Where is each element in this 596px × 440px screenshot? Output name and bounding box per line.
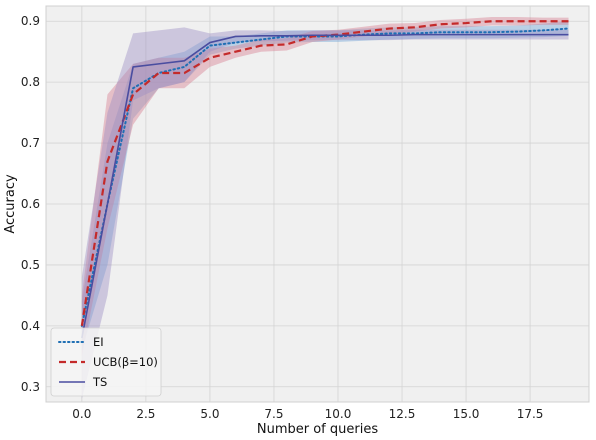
grid [46, 6, 589, 402]
legend-label: EI [93, 335, 104, 349]
y-tick-label: 0.4 [21, 319, 40, 333]
series-lines [80, 20, 570, 339]
x-tick-label: 2.5 [136, 407, 155, 421]
legend-label: UCB(β=10) [93, 355, 158, 369]
legend-box [50, 327, 162, 397]
confidence-band-series-2 [81, 27, 569, 399]
x-tick-label: 12.5 [389, 407, 416, 421]
y-tick-label: 0.6 [21, 197, 40, 211]
y-tick-label: 0.7 [21, 136, 40, 150]
legend: EI UCB(β=10) TS [50, 327, 162, 397]
x-axis-title: Number of queries [257, 422, 378, 437]
x-tick-label: 10.0 [325, 407, 352, 421]
x-tick-label: 17.5 [517, 407, 544, 421]
series-line-2 [81, 33, 569, 339]
y-tick-label: 0.8 [21, 75, 40, 89]
x-tick-label: 7.5 [264, 407, 283, 421]
y-tick-label: 0.3 [21, 380, 40, 394]
x-tick-label: 0.0 [72, 407, 91, 421]
x-tick-label: 5.0 [200, 407, 219, 421]
y-axis-title: Accuracy [3, 174, 18, 234]
y-tick-label: 0.9 [21, 14, 40, 28]
x-tick-label: 15.0 [453, 407, 480, 421]
legend-label: TS [92, 375, 107, 389]
tick-labels: 0.0 2.5 5.0 7.5 10.0 12.5 15.0 17.5 0.3 0.4 0.5 0.6… [21, 14, 544, 421]
y-tick-label: 0.5 [21, 258, 40, 272]
confidence-bands [81, 16, 569, 399]
